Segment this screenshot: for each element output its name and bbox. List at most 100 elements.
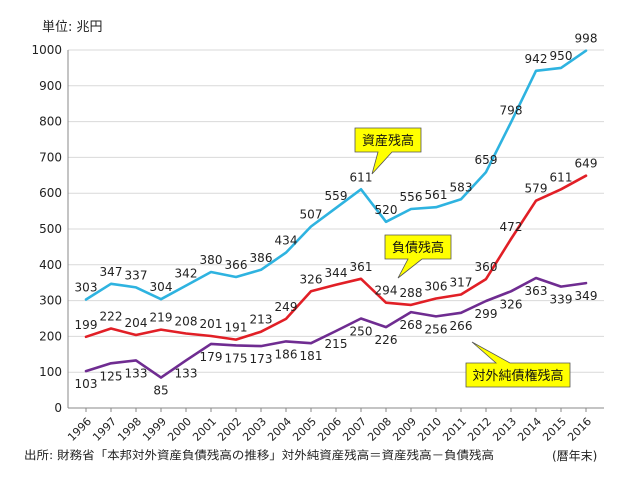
data-label: 186	[275, 347, 298, 361]
x-tick-label: 2001	[190, 415, 219, 444]
data-label: 559	[325, 189, 348, 203]
data-label: 579	[525, 182, 548, 196]
data-label: 561	[425, 188, 448, 202]
unit-label: 単位: 兆円	[42, 19, 103, 35]
data-label: 199	[75, 318, 98, 332]
y-tick-label: 600	[39, 186, 62, 200]
y-tick-label: 300	[39, 294, 62, 308]
data-label: 942	[525, 52, 548, 66]
callout-text: 対外純債権残高	[472, 368, 563, 384]
x-tick-label: 2007	[340, 415, 369, 444]
x-tick-label: 2015	[540, 415, 569, 444]
data-label: 222	[100, 310, 123, 324]
data-label: 556	[400, 190, 423, 204]
data-label: 434	[275, 234, 298, 248]
data-label: 472	[500, 220, 523, 234]
data-label: 304	[150, 280, 173, 294]
data-label: 219	[150, 311, 173, 325]
data-label: 133	[125, 366, 148, 380]
data-label: 306	[425, 279, 448, 293]
data-label: 266	[450, 319, 473, 333]
data-label: 998	[575, 32, 598, 46]
data-label: 360	[475, 260, 498, 274]
x-tick-label: 2012	[465, 415, 494, 444]
y-tick-label: 0	[54, 401, 62, 415]
data-label: 326	[500, 297, 523, 311]
data-label: 204	[125, 316, 148, 330]
data-label: 611	[350, 170, 373, 184]
data-label: 208	[175, 315, 198, 329]
data-label: 361	[350, 260, 373, 274]
callout-3: 対外純債権残高	[465, 341, 571, 388]
data-label: 179	[200, 350, 223, 364]
y-tick-label: 700	[39, 150, 62, 164]
data-label: 337	[125, 268, 148, 282]
data-label: 299	[475, 307, 498, 321]
x-tick-label: 2013	[490, 415, 519, 444]
callout-box	[384, 234, 452, 279]
x-tick-label: 2005	[290, 415, 319, 444]
x-tick-label: 2010	[415, 415, 444, 444]
data-label: 507	[300, 207, 323, 221]
x-tick-label: 2008	[365, 415, 394, 444]
source-note: 出所: 財務省「本邦対外資産負債残高の推移」対外純資産残高＝資産残高－負債残高	[24, 448, 494, 462]
x-tick-label: 2003	[240, 415, 269, 444]
series-line-1	[84, 49, 588, 301]
data-label: 250	[350, 325, 373, 339]
data-label: 256	[425, 322, 448, 336]
callout-2: 負債残高	[384, 234, 452, 279]
callout-1: 資産残高	[354, 127, 422, 175]
y-tick-label: 100	[39, 365, 62, 379]
x-tick-label: 2014	[515, 415, 544, 444]
y-tick-label: 1000	[31, 43, 62, 57]
data-label: 103	[75, 377, 98, 391]
callout-box	[465, 341, 571, 388]
x-tick-label: 2016	[565, 415, 594, 444]
data-label: 347	[100, 265, 123, 279]
data-label: 201	[200, 317, 223, 331]
data-label: 798	[500, 103, 523, 117]
data-label: 181	[300, 349, 323, 363]
x-tick-label: 2000	[165, 415, 194, 444]
data-label: 611	[550, 170, 573, 184]
data-label: 386	[250, 251, 273, 265]
data-label: 344	[325, 266, 348, 280]
data-label: 213	[250, 313, 273, 327]
data-label: 659	[475, 153, 498, 167]
data-label: 125	[100, 369, 123, 383]
data-label: 85	[153, 384, 168, 398]
data-label: 303	[75, 281, 98, 295]
callout-box	[354, 127, 422, 175]
data-label: 317	[450, 276, 473, 290]
callout-text: 資産残高	[362, 133, 414, 149]
x-tick-label: 2006	[315, 415, 344, 444]
data-label: 649	[575, 157, 598, 171]
data-label: 215	[325, 337, 348, 351]
y-tick-label: 500	[39, 222, 62, 236]
data-label: 288	[400, 286, 423, 300]
data-label: 349	[575, 289, 598, 303]
series-lines	[84, 49, 588, 379]
data-label: 520	[375, 203, 398, 217]
x-tick-label: 2011	[440, 415, 469, 444]
y-tick-label: 800	[39, 115, 62, 129]
data-label: 175	[225, 351, 248, 365]
y-tick-label: 200	[39, 329, 62, 343]
data-label: 191	[225, 321, 248, 335]
x-tick-label: 2004	[265, 415, 294, 444]
data-label: 339	[550, 293, 573, 307]
data-label: 133	[175, 366, 198, 380]
x-tick-label: 1997	[90, 415, 119, 444]
data-label: 249	[275, 300, 298, 314]
x-tick-label: 2009	[390, 415, 419, 444]
data-label: 173	[250, 352, 273, 366]
series-line-2	[84, 174, 588, 341]
x-tick-label: 1996	[65, 415, 94, 444]
series-line-3	[84, 276, 588, 379]
data-label: 380	[200, 253, 223, 267]
data-label: 268	[400, 318, 423, 332]
data-label: 326	[300, 272, 323, 286]
